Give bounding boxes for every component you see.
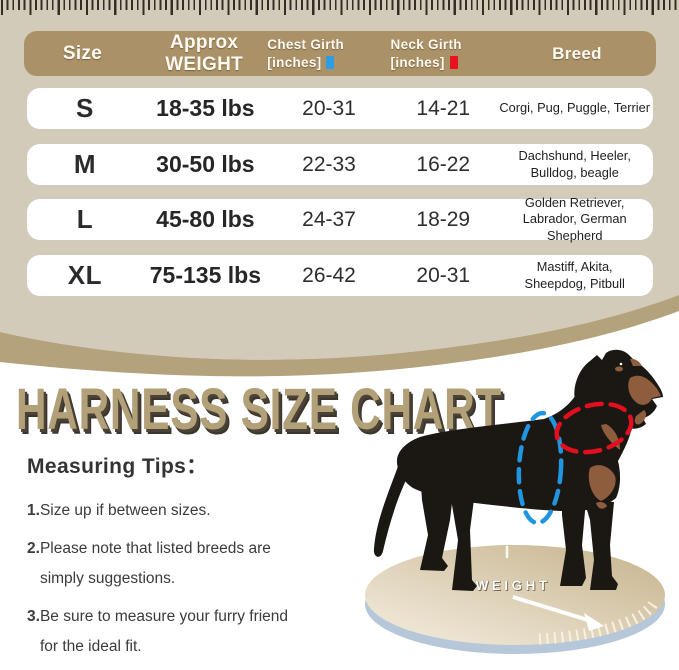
header-chest-girth: Chest Girth [inches] [267,36,390,71]
neck-cell: 20-31 [416,263,471,287]
measuring-tips: Measuring Tips： 1. Size up if between siz… [27,450,367,670]
tip-text: Size up if between sizes. [39,502,211,519]
chest-cell: 26-42 [302,263,356,287]
header-breed: Breed [552,43,602,63]
neck-color-swatch [449,55,458,69]
scale-tick-marks [538,600,658,645]
tip-number: 3. [27,608,40,626]
weight-cell: 75-135 lbs [149,262,262,288]
dog-rear-leg-near [420,470,455,571]
header-size: Size [62,42,103,64]
header-neck-line2: [inches] [390,54,445,70]
neck-girth-line [554,401,634,455]
weight-cell: 45-80 lbs [156,206,255,232]
neck-cell: 14-21 [416,96,471,120]
table-row-m: M 30-50 lbs 22-33 16-22 Dachshund, Heele… [27,144,653,185]
dog-tail [373,458,412,557]
breed-cell: Dachshund, Heeler, Bulldog, beagle [518,147,631,180]
tips-heading: Measuring Tips： [27,455,208,478]
dog-front-leg-far [560,498,586,586]
breed-cell: Golden Retriever, Labrador, German Sheph… [522,194,627,243]
weight-cell: 30-50 lbs [156,151,255,177]
tip-number: 2. [27,540,40,558]
dog-rear-leg-far [448,480,477,591]
table-header: Size Approx WEIGHT Chest Girth [inches] … [24,31,656,76]
tip-item: 1. Size up if between sizes. [27,496,367,525]
size-cell: XL [67,260,103,290]
tip-text: Be sure to measure your furry friend for… [39,608,289,655]
table-row-s: S 18-35 lbs 20-31 14-21 Corgi, Pug, Pugg… [27,88,653,129]
tip-item: 2. Please note that listed breeds are sim… [27,534,367,593]
breed-cell: Corgi, Pug, Puggle, Terrier [499,100,650,116]
dog-brown-markings [588,358,661,509]
chest-cell: 24-37 [302,207,356,231]
weight-cell: 18-35 lbs [156,95,255,121]
chest-cell: 20-31 [302,96,356,120]
header-weight: Approx WEIGHT [165,31,243,75]
breed-cell: Mastiff, Akita, Sheepdog, Pitbull [524,258,625,291]
table-row-xl: XL 75-135 lbs 26-42 20-31 Mastiff, Akita… [27,255,653,296]
ruler-major-ticks [1,0,679,15]
tip-text: Please note that listed breeds are simpl… [39,540,271,587]
neck-cell: 16-22 [416,152,471,176]
chest-girth-line [516,410,564,526]
header-neck-line1: Neck Girth [390,36,462,52]
dog-eye-glint [619,362,623,366]
weight-platform [365,545,665,645]
dog-front-leg-near [584,500,618,590]
weight-arrow-icon [512,595,604,631]
chest-cell: 22-33 [302,152,356,176]
dog-silhouette [373,349,663,591]
header-neck-girth: Neck Girth [inches] [391,36,498,71]
page-title: HARNESS SIZE CHART [16,377,502,442]
chest-color-swatch [326,55,335,69]
size-cell: L [76,204,94,234]
tip-number: 1. [27,502,40,519]
weight-label-shadow: WEIGHT [477,579,552,594]
size-cell: S [75,93,94,123]
swoosh-band [0,295,679,377]
neck-cell: 18-29 [416,207,471,231]
table-row-l: L 45-80 lbs 24-37 18-29 Golden Retriever… [27,195,653,243]
weight-label: WEIGHT [476,578,551,593]
size-cell: M [73,149,96,179]
header-chest-line1: Chest Girth [267,36,345,52]
dog-illustration: WEIGHT WEIGHT [365,349,665,654]
tip-item: 3. Be sure to measure your furry friend f… [27,602,367,661]
header-chest-line2: [inches] [267,54,322,70]
